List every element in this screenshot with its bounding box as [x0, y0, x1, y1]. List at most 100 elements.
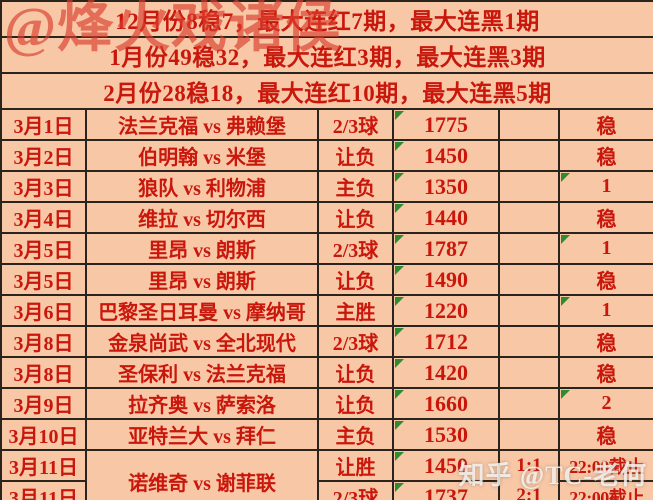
score-cell: [498, 139, 560, 172]
table-row: 3月4日 维拉 vs 切尔西 让负 1440 稳: [0, 201, 653, 234]
date-cell: 3月3日: [0, 170, 87, 203]
result-cell: 稳: [557, 325, 653, 358]
summary-row-december: 12月份8稳7，最大连红7期，最大连黑1期: [0, 0, 653, 38]
result-cell: 2: [557, 387, 653, 420]
odds-cell: 1712: [392, 325, 500, 358]
table-row: 3月3日 狼队 vs 利物浦 主负 1350 1: [0, 170, 653, 203]
result-cell: 22:00截止: [557, 449, 653, 482]
score-cell: [498, 263, 560, 296]
date-cell: 3月11日: [0, 480, 87, 500]
result-cell: 22:00截止: [557, 480, 653, 500]
score-cell: [498, 356, 560, 389]
odds-cell: 1450: [392, 139, 500, 172]
odds-cell: 1775: [392, 108, 500, 141]
comment-flag-triangle-icon: [395, 483, 404, 492]
bet-type-cell: 让负: [317, 263, 394, 296]
match-cell: 巴黎圣日耳曼 vs 摩纳哥: [85, 294, 319, 327]
result-cell: 稳: [557, 356, 653, 389]
score-cell: [498, 418, 560, 451]
table-row: 3月11日 2/3球 1737 22:00截止: [0, 480, 653, 500]
bet-type-cell: 主负: [317, 170, 394, 203]
result-cell: 1: [557, 294, 653, 327]
bet-type-cell: 主负: [317, 418, 394, 451]
match-cell: 伯明翰 vs 米堡: [85, 139, 319, 172]
match-cell: 亚特兰大 vs 拜仁: [85, 418, 319, 451]
score-cell: 1:1 2:1: [498, 449, 560, 500]
score-cell: [498, 387, 560, 420]
bet-type-cell: 让负: [317, 201, 394, 234]
comment-flag-triangle-icon: [395, 421, 404, 430]
date-cell: 3月4日: [0, 201, 87, 234]
comment-flag-triangle-icon: [561, 173, 570, 182]
table-row: 3月5日 里昂 vs 朗斯 让负 1490 稳: [0, 263, 653, 296]
score-cell: [498, 201, 560, 234]
score-line: 1:1: [516, 455, 542, 476]
comment-flag-triangle-icon: [395, 173, 404, 182]
table-row: 3月8日 金泉尚武 vs 全北现代 2/3球 1712 稳: [0, 325, 653, 358]
summary-text-february: 2月份28稳18，最大连红10期，最大连黑5期: [0, 72, 653, 110]
bet-type-cell: 2/3球: [317, 480, 394, 500]
comment-flag-triangle-icon: [395, 204, 404, 213]
date-cell: 3月1日: [0, 108, 87, 141]
bet-type-cell: 让负: [317, 387, 394, 420]
summary-text-january: 1月份49稳32，最大连红3期，最大连黑3期: [0, 36, 653, 74]
odds-cell: 1220: [392, 294, 500, 327]
comment-flag-triangle-icon: [395, 235, 404, 244]
comment-flag-triangle-icon: [561, 235, 570, 244]
comment-flag-triangle-icon: [561, 390, 570, 399]
comment-flag-triangle-icon: [561, 297, 570, 306]
odds-cell: 1530: [392, 418, 500, 451]
date-cell: 3月5日: [0, 263, 87, 296]
match-cell: 诺维奇 vs 谢菲联: [85, 449, 319, 500]
result-cell: 稳: [557, 418, 653, 451]
table-row: 3月1日 法兰克福 vs 弗赖堡 2/3球 1775 稳: [0, 108, 653, 141]
date-cell: 3月5日: [0, 232, 87, 265]
bet-type-cell: 让负: [317, 356, 394, 389]
match-cell: 狼队 vs 利物浦: [85, 170, 319, 203]
table-row: 3月6日 巴黎圣日耳曼 vs 摩纳哥 主胜 1220 1: [0, 294, 653, 327]
result-cell: 1: [557, 232, 653, 265]
comment-flag-triangle-icon: [395, 142, 404, 151]
table-row: 3月2日 伯明翰 vs 米堡 让负 1450 稳: [0, 139, 653, 172]
date-cell: 3月8日: [0, 356, 87, 389]
table-row: 3月10日 亚特兰大 vs 拜仁 主负 1530 稳: [0, 418, 653, 451]
date-cell: 3月2日: [0, 139, 87, 172]
date-cell: 3月11日: [0, 449, 87, 482]
score-cell: [498, 170, 560, 203]
comment-flag-triangle-icon: [395, 359, 404, 368]
comment-flag-triangle-icon: [395, 297, 404, 306]
bet-type-cell: 主胜: [317, 294, 394, 327]
table-row: 3月9日 拉齐奥 vs 萨索洛 让负 1660 2: [0, 387, 653, 420]
comment-flag-triangle-icon: [395, 390, 404, 399]
match-table-body: 3月1日 法兰克福 vs 弗赖堡 2/3球 1775 稳 3月2日 伯明翰 vs 米堡 让负 1…: [0, 108, 653, 500]
match-cell: 法兰克福 vs 弗赖堡: [85, 108, 319, 141]
table-row: 3月8日 圣保利 vs 法兰克福 让负 1420 稳: [0, 356, 653, 389]
table-row: 3月5日 里昂 vs 朗斯 2/3球 1787 1: [0, 232, 653, 265]
bet-type-cell: 2/3球: [317, 108, 394, 141]
match-cell: 拉齐奥 vs 萨索洛: [85, 387, 319, 420]
result-cell: 稳: [557, 108, 653, 141]
match-cell: 里昂 vs 朗斯: [85, 232, 319, 265]
odds-cell: 1440: [392, 201, 500, 234]
match-cell: 圣保利 vs 法兰克福: [85, 356, 319, 389]
score-line: 2:1: [516, 485, 542, 500]
match-cell: 维拉 vs 切尔西: [85, 201, 319, 234]
date-cell: 3月10日: [0, 418, 87, 451]
comment-flag-triangle-icon: [395, 111, 404, 120]
result-cell: 稳: [557, 139, 653, 172]
odds-cell: 1420: [392, 356, 500, 389]
score-cell: [498, 108, 560, 141]
comment-flag-triangle-icon: [395, 266, 404, 275]
result-cell: 稳: [557, 201, 653, 234]
date-cell: 3月9日: [0, 387, 87, 420]
odds-cell: 1660: [392, 387, 500, 420]
match-cell: 里昂 vs 朗斯: [85, 263, 319, 296]
bet-type-cell: 让胜: [317, 449, 394, 482]
result-cell: 稳: [557, 263, 653, 296]
result-cell: 1: [557, 170, 653, 203]
summary-row-february: 2月份28稳18，最大连红10期，最大连黑5期: [0, 72, 653, 110]
table-row: 3月11日 诺维奇 vs 谢菲联 让胜 1450 1:1 2:1 22:00截止: [0, 449, 653, 500]
comment-flag-triangle-icon: [395, 328, 404, 337]
